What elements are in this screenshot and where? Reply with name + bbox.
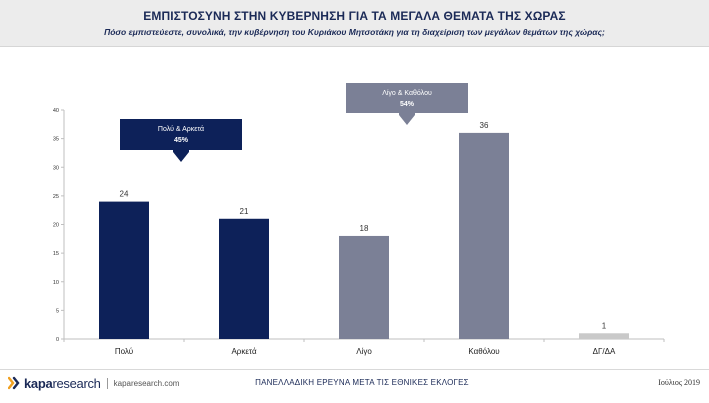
- footer-divider: [0, 369, 709, 370]
- page-subtitle: Πόσο εμπιστεύεστε, συνολικά, την κυβέρνη…: [104, 27, 605, 37]
- y-tick-label: 30: [53, 165, 59, 171]
- bar-3: [339, 235, 389, 339]
- y-tick-label: 5: [56, 308, 59, 314]
- bar-value-label: 24: [120, 190, 129, 199]
- callout-box-2: [346, 83, 468, 113]
- y-tick-label: 0: [56, 337, 59, 343]
- bar-value-label: 1: [602, 321, 607, 330]
- logo-separator: [106, 377, 108, 389]
- bar-value-label: 18: [360, 224, 369, 233]
- callout-arrow-1: [173, 150, 189, 162]
- kapa-logo-icon: [8, 376, 20, 390]
- y-tick-label: 20: [53, 223, 59, 229]
- logo-text-light: research: [52, 375, 101, 391]
- callout-value: 45%: [174, 137, 189, 144]
- y-tick-label: 35: [53, 137, 59, 143]
- y-tick-label: 40: [53, 108, 59, 114]
- survey-date: Ιούλιος 2019: [658, 378, 700, 387]
- header-bar: ΕΜΠΙΣΤΟΣΥΝΗ ΣΤΗΝ ΚΥΒΕΡΝΗΣΗ ΓΙΑ ΤΑ ΜΕΓΑΛΑ…: [0, 0, 709, 47]
- bar-2: [219, 218, 269, 339]
- logo-text-bold: kapa: [24, 375, 53, 391]
- bar-1: [99, 201, 149, 339]
- y-tick-label: 15: [53, 251, 59, 257]
- x-category-label: Λίγο: [356, 347, 372, 356]
- y-tick-label: 10: [53, 280, 59, 286]
- page-title: ΕΜΠΙΣΤΟΣΥΝΗ ΣΤΗΝ ΚΥΒΕΡΝΗΣΗ ΓΙΑ ΤΑ ΜΕΓΑΛΑ…: [143, 9, 566, 23]
- callout-arrow-2: [399, 113, 415, 125]
- logo-text: kaparesearch: [24, 376, 101, 391]
- bar-value-label: 36: [480, 121, 489, 130]
- x-category-label: Πολύ: [115, 347, 133, 356]
- survey-caption: ΠΑΝΕΛΛΑΔΙΚΗ ΕΡΕΥΝΑ ΜΕΤΑ ΤΙΣ ΕΘΝΙΚΕΣ ΕΚΛΟ…: [255, 378, 469, 387]
- bar-5: [579, 333, 629, 339]
- callout-value: 54%: [400, 101, 415, 108]
- x-category-label: Καθόλου: [468, 347, 499, 356]
- callout-label: Λίγο & Καθόλου: [382, 89, 432, 97]
- x-category-label: ΔΓ/ΔΑ: [593, 347, 616, 356]
- callout-box-1: [120, 119, 242, 150]
- callout-label: Πολύ & Αρκετά: [158, 125, 204, 133]
- kapa-research-logo: kaparesearch kaparesearch.com: [8, 375, 179, 391]
- y-tick-label: 25: [53, 194, 59, 200]
- x-category-label: Αρκετά: [231, 347, 257, 356]
- website-url[interactable]: kaparesearch.com: [113, 378, 180, 388]
- bar-value-label: 21: [240, 207, 249, 216]
- bar-4: [459, 132, 509, 339]
